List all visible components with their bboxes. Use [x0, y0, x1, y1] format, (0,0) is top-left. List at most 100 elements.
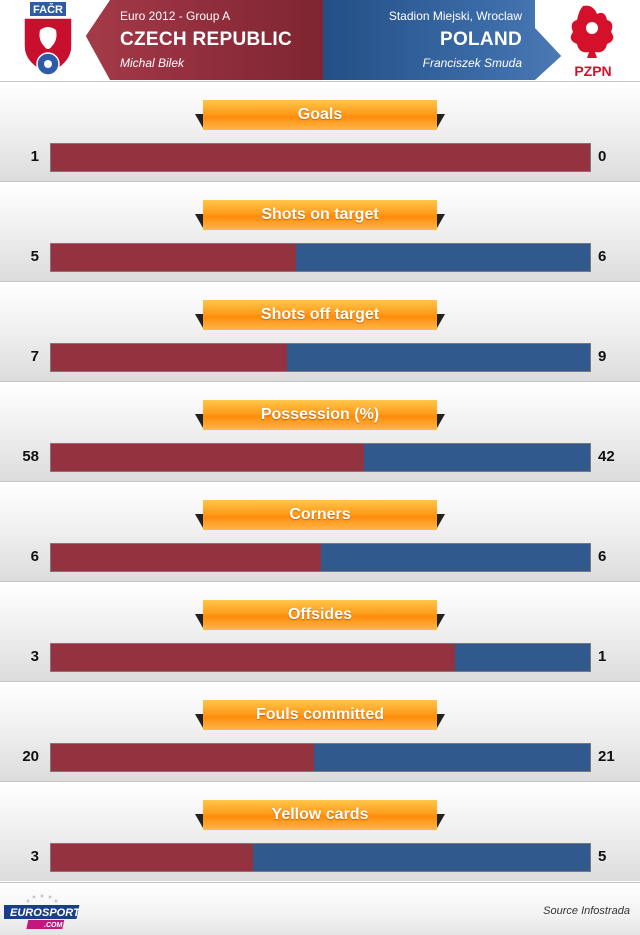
ribbon-fold-right [437, 714, 445, 728]
ribbon-fold-left [195, 414, 203, 428]
team-b-value: 6 [598, 248, 607, 265]
team-b-value: 21 [598, 748, 615, 765]
stat-label: Shots off target [203, 300, 437, 330]
stat-row: Possession (%) 58 42 [0, 381, 640, 481]
team-a-bar-segment [51, 244, 296, 271]
team-a-value: 3 [30, 648, 39, 665]
team-a-value: 58 [22, 448, 39, 465]
team-a-panel: FAČR Euro 2012 - Group A CZECH REPUBLIC … [0, 0, 323, 80]
ribbon-fold-right [437, 214, 445, 228]
comparison-bar [50, 243, 591, 272]
team-b-bar-segment [455, 644, 590, 671]
team-b-value: 5 [598, 848, 607, 865]
stat-label: Offsides [203, 600, 437, 630]
team-a-bar-segment [51, 544, 321, 571]
team-a-bar-segment [51, 744, 314, 771]
team-b-bar-segment [364, 444, 590, 471]
ribbon-fold-right [437, 114, 445, 128]
team-a-bar-segment [51, 444, 364, 471]
eurosport-logo-icon: EURO SPORT .COM [4, 894, 81, 929]
team-a-bar-segment [51, 344, 287, 371]
ribbon-fold-right [437, 414, 445, 428]
ribbon-fold-left [195, 814, 203, 828]
comparison-bar [50, 443, 591, 472]
crest-b-text: PZPN [574, 63, 611, 79]
comparison-bar [50, 343, 591, 372]
competition-label: Euro 2012 - Group A [120, 9, 231, 23]
team-b-value: 42 [598, 448, 615, 465]
team-b-value: 1 [598, 648, 607, 665]
pzpn-eagle-icon: PZPN [570, 5, 614, 79]
stat-row: Yellow cards 3 5 [0, 781, 640, 881]
stat-row: Goals 1 0 [0, 81, 640, 181]
team-b-bar-segment [287, 344, 590, 371]
team-b-value: 9 [598, 348, 607, 365]
ribbon-fold-left [195, 114, 203, 128]
team-a-value: 6 [30, 548, 39, 565]
team-a-coach: Michal Bilek [120, 56, 185, 70]
team-b-bar-segment [314, 744, 590, 771]
team-a-value: 5 [30, 248, 39, 265]
stat-label-ribbon: Shots off target [195, 300, 445, 336]
crest-a-text: FAČR [33, 3, 63, 16]
stat-label: Possession (%) [203, 400, 437, 430]
comparison-bar [50, 543, 591, 572]
team-a-value: 1 [30, 148, 39, 165]
comparison-bar [50, 143, 591, 172]
ribbon-fold-left [195, 614, 203, 628]
brand-euro: EURO [10, 907, 42, 919]
stat-row: Corners 6 6 [0, 481, 640, 581]
team-a-name: CZECH REPUBLIC [120, 29, 293, 50]
ribbon-fold-right [437, 614, 445, 628]
team-b-value: 0 [598, 148, 607, 165]
ribbon-fold-left [195, 514, 203, 528]
team-b-panel: Stadion Miejski, Wroclaw POLAND Francisz… [323, 0, 640, 80]
stat-label-ribbon: Shots on target [195, 200, 445, 236]
venue-label: Stadion Miejski, Wroclaw [388, 9, 522, 23]
team-b-text: Stadion Miejski, Wroclaw POLAND Francisz… [389, 8, 522, 72]
stat-row: Fouls committed 20 21 [0, 681, 640, 781]
team-a-logo-area: FAČR [0, 0, 110, 80]
stat-label-ribbon: Possession (%) [195, 400, 445, 436]
team-a-value: 3 [30, 848, 39, 865]
stat-row: Shots on target 5 6 [0, 181, 640, 281]
ribbon-fold-left [195, 314, 203, 328]
team-a-value: 7 [30, 348, 39, 365]
stat-label: Fouls committed [203, 700, 437, 730]
match-header: FAČR Euro 2012 - Group A CZECH REPUBLIC … [0, 0, 640, 80]
comparison-bar [50, 843, 591, 872]
stat-label: Shots on target [203, 200, 437, 230]
stat-label: Goals [203, 100, 437, 130]
ribbon-fold-left [195, 214, 203, 228]
comparison-bar [50, 743, 591, 772]
team-b-logo-area: PZPN [535, 0, 640, 80]
team-a-text: Euro 2012 - Group A CZECH REPUBLIC Micha… [120, 8, 292, 72]
team-b-value: 6 [598, 548, 607, 565]
stat-label-ribbon: Fouls committed [195, 700, 445, 736]
ribbon-fold-right [437, 514, 445, 528]
team-b-bar-segment [296, 244, 590, 271]
team-a-bar-segment [51, 644, 455, 671]
comparison-bar [50, 643, 591, 672]
stat-label-ribbon: Corners [195, 500, 445, 536]
source-credit: Source Infostrada [543, 905, 630, 917]
stat-label-ribbon: Yellow cards [195, 800, 445, 836]
ribbon-fold-right [437, 814, 445, 828]
team-b-bar-segment [321, 544, 590, 571]
ribbon-fold-right [437, 314, 445, 328]
facr-crest-icon: FAČR [23, 2, 73, 76]
stat-label-ribbon: Goals [195, 100, 445, 136]
team-a-value: 20 [22, 748, 39, 765]
team-a-bar-segment [51, 844, 253, 871]
team-b-name: POLAND [439, 29, 522, 50]
stat-label-ribbon: Offsides [195, 600, 445, 636]
team-b-coach: Franciszek Smuda [422, 56, 522, 70]
footer: EURO SPORT .COM Source Infostrada [0, 882, 640, 935]
stat-label: Corners [203, 500, 437, 530]
team-a-bar-segment [51, 144, 590, 171]
brand-com: .COM [44, 922, 62, 929]
brand-sport: SPORT [42, 907, 81, 919]
stat-row: Shots off target 7 9 [0, 281, 640, 381]
stat-row: Offsides 3 1 [0, 581, 640, 681]
stat-label: Yellow cards [203, 800, 437, 830]
